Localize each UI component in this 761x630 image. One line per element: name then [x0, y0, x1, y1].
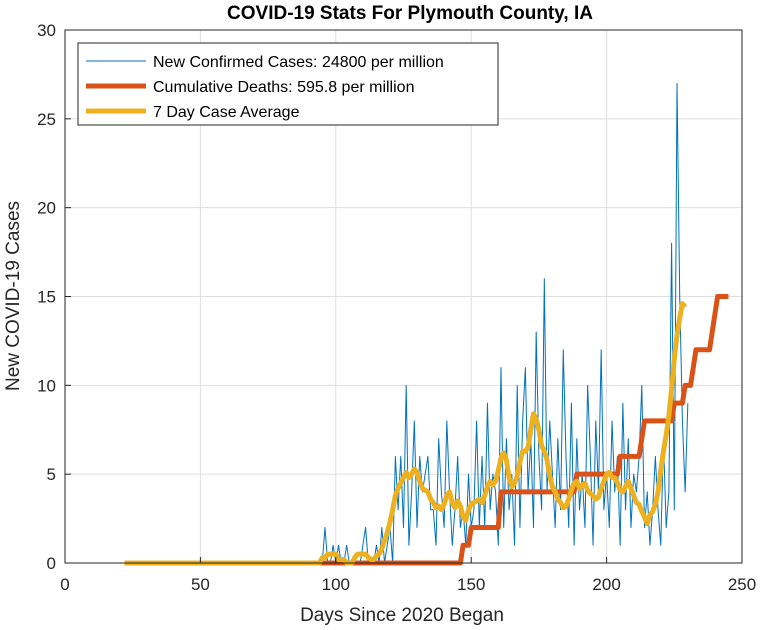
y-tick-label: 25 [37, 110, 56, 129]
x-tick-label: 50 [191, 575, 210, 594]
y-tick-label: 0 [47, 554, 56, 573]
y-tick-label: 20 [37, 199, 56, 218]
y-tick-label: 30 [37, 21, 56, 40]
legend-label-7-day-average: 7 Day Case Average [153, 104, 300, 121]
y-tick-label: 5 [47, 465, 56, 484]
chart-title: COVID-19 Stats For Plymouth County, IA [227, 3, 593, 24]
x-tick-label: 0 [60, 575, 69, 594]
legend-box [77, 42, 499, 126]
axis-ticks: 0 50 100 150 200 250 0 5 10 15 20 25 30 [37, 21, 756, 594]
legend-label-new-cases: New Confirmed Cases: 24800 per million [153, 54, 444, 71]
x-tick-label: 200 [592, 575, 620, 594]
legend: New Confirmed Cases: 24800 per million C… [77, 42, 499, 126]
x-tick-label: 100 [322, 575, 350, 594]
y-tick-label: 10 [37, 376, 56, 395]
x-axis-label: Days Since 2020 Began [300, 605, 504, 626]
y-tick-label: 15 [37, 288, 56, 307]
legend-label-cumulative-deaths: Cumulative Deaths: 595.8 per million [153, 79, 414, 96]
y-axis-label: New COVID-19 Cases [3, 201, 24, 391]
x-tick-label: 250 [728, 575, 756, 594]
x-tick-label: 150 [457, 575, 485, 594]
